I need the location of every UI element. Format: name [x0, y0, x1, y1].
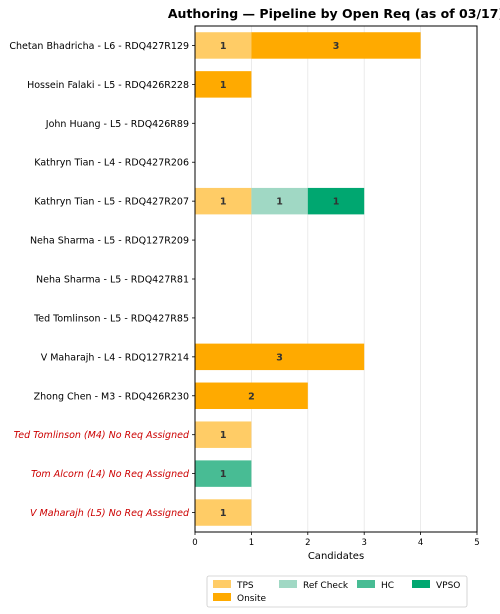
bars: 1 3 1 1 1 1 3 2 1 1 1: [195, 32, 421, 526]
category-label: John Huang - L5 - RDQ426R89: [45, 119, 189, 130]
bar-segment-ref-check: [251, 187, 308, 215]
category-label: Ted Tomlinson (M4) No Req Assigned: [14, 430, 190, 441]
category-label: Hossein Falaki - L5 - RDQ426R228: [27, 80, 189, 91]
bar-value-label: 3: [333, 41, 340, 52]
bar-segment-tps: [195, 421, 252, 448]
bar-segment-tps: [195, 32, 252, 59]
category-label: Neha Sharma - L5 - RDQ127R209: [30, 236, 189, 247]
category-label: V Maharajh - L4 - RDQ127R214: [41, 352, 189, 363]
bar-value-label: 1: [220, 469, 227, 480]
bar-segment-onsite: [195, 382, 308, 410]
x-tick-label: 2: [305, 538, 310, 548]
bar-value-label: 3: [276, 352, 283, 363]
category-label: Kathryn Tian - L4 - RDQ427R206: [34, 158, 189, 169]
bar-value-label: 2: [248, 391, 255, 402]
category-label: Chetan Bhadricha - L6 - RDQ427R129: [9, 41, 189, 52]
legend-label: VPSO: [436, 581, 460, 591]
legend-label: TPS: [236, 581, 254, 591]
bar-value-label: 1: [333, 197, 340, 208]
legend-swatch: [213, 580, 231, 588]
legend-swatch: [357, 580, 375, 588]
x-tick-label: 5: [474, 538, 479, 548]
category-label: Neha Sharma - L5 - RDQ427R81: [36, 275, 189, 286]
x-axis-ticks: 0 1 2 3 4 5: [192, 532, 480, 548]
x-tick-label: 1: [249, 538, 254, 548]
legend-label: Ref Check: [303, 581, 349, 591]
bar-segment-hc: [195, 460, 252, 487]
category-label: Tom Alcorn (L4) No Req Assigned: [31, 469, 190, 480]
bar-value-label: 1: [220, 508, 227, 519]
category-label: Kathryn Tian - L5 - RDQ427R207: [34, 197, 189, 208]
category-label: Zhong Chen - M3 - RDQ426R230: [34, 391, 189, 402]
bar-value-label: 1: [220, 430, 227, 441]
bar-value-label: 1: [276, 197, 283, 208]
bar-segment-onsite: [195, 343, 365, 371]
legend-label: Onsite: [237, 594, 267, 604]
legend: TPS Ref Check HC VPSO Onsite: [206, 575, 468, 608]
chart-title: Authoring — Pipeline by Open Req (as of …: [168, 6, 500, 21]
category-label: V Maharajh (L5) No Req Assigned: [30, 508, 190, 519]
legend-swatch: [412, 580, 430, 588]
x-tick-label: 4: [418, 538, 423, 548]
bar-segment-onsite: [195, 71, 252, 98]
legend-swatch: [279, 580, 297, 588]
x-axis-label: Candidates: [308, 551, 364, 562]
bar-segment-onsite: [251, 32, 421, 59]
plot-area-border: [194, 25, 478, 533]
grid: [194, 26, 478, 532]
bar-value-label: 1: [220, 41, 227, 52]
category-labels: Chetan Bhadricha - L6 - RDQ427R129 Hossei…: [9, 41, 195, 519]
bar-segment-tps: [195, 499, 252, 526]
bar-value-label: 1: [220, 80, 227, 91]
bar-segment-vpso: [307, 187, 365, 215]
plot-frame: [194, 25, 478, 533]
x-tick-label: 0: [192, 538, 197, 548]
x-tick-label: 3: [361, 538, 366, 548]
legend-label: HC: [381, 581, 394, 591]
category-label: Ted Tomlinson - L5 - RDQ427R85: [33, 313, 189, 324]
legend-box: [206, 575, 468, 608]
bar-value-label: 1: [220, 197, 227, 208]
legend-swatch: [213, 593, 231, 601]
bar-segment-tps: [195, 187, 252, 215]
